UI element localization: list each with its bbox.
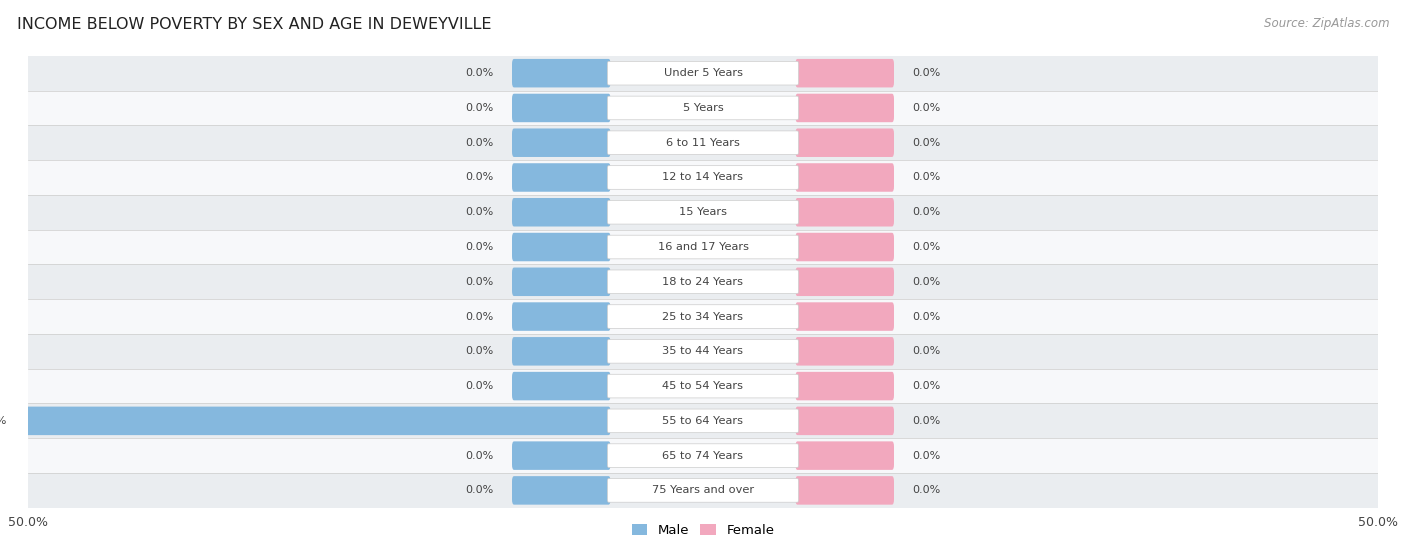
FancyBboxPatch shape xyxy=(607,131,799,155)
Bar xyxy=(28,403,1378,438)
Bar xyxy=(28,126,1378,160)
Bar xyxy=(28,90,1378,126)
Text: 0.0%: 0.0% xyxy=(912,311,941,321)
FancyBboxPatch shape xyxy=(607,444,799,468)
FancyBboxPatch shape xyxy=(512,302,610,331)
FancyBboxPatch shape xyxy=(512,372,610,400)
Bar xyxy=(28,56,1378,90)
Bar xyxy=(28,369,1378,403)
Text: 25 to 34 Years: 25 to 34 Years xyxy=(662,311,744,321)
Text: 0.0%: 0.0% xyxy=(912,347,941,357)
FancyBboxPatch shape xyxy=(512,163,610,192)
Bar xyxy=(28,299,1378,334)
Bar xyxy=(28,264,1378,299)
FancyBboxPatch shape xyxy=(796,163,894,192)
Bar xyxy=(28,160,1378,195)
Text: 18 to 24 Years: 18 to 24 Years xyxy=(662,277,744,287)
Text: 15 Years: 15 Years xyxy=(679,207,727,217)
FancyBboxPatch shape xyxy=(512,233,610,261)
Text: 0.0%: 0.0% xyxy=(465,451,494,460)
FancyBboxPatch shape xyxy=(512,337,610,365)
Text: 0.0%: 0.0% xyxy=(465,381,494,391)
FancyBboxPatch shape xyxy=(796,267,894,296)
Text: Source: ZipAtlas.com: Source: ZipAtlas.com xyxy=(1264,17,1389,30)
FancyBboxPatch shape xyxy=(796,441,894,470)
FancyBboxPatch shape xyxy=(512,94,610,122)
FancyBboxPatch shape xyxy=(512,59,610,88)
Text: 0.0%: 0.0% xyxy=(465,242,494,252)
Text: 0.0%: 0.0% xyxy=(912,381,941,391)
Text: 0.0%: 0.0% xyxy=(912,138,941,148)
Bar xyxy=(28,195,1378,230)
FancyBboxPatch shape xyxy=(607,374,799,398)
FancyBboxPatch shape xyxy=(25,407,610,435)
FancyBboxPatch shape xyxy=(796,233,894,261)
FancyBboxPatch shape xyxy=(512,476,610,504)
Text: 65 to 74 Years: 65 to 74 Years xyxy=(662,451,744,460)
Text: 16 and 17 Years: 16 and 17 Years xyxy=(658,242,748,252)
Text: 0.0%: 0.0% xyxy=(465,103,494,113)
Text: 0.0%: 0.0% xyxy=(465,68,494,78)
Text: 0.0%: 0.0% xyxy=(465,138,494,148)
FancyBboxPatch shape xyxy=(796,94,894,122)
Text: 0.0%: 0.0% xyxy=(912,485,941,496)
Text: 0.0%: 0.0% xyxy=(912,416,941,426)
Text: 0.0%: 0.0% xyxy=(465,485,494,496)
Bar xyxy=(28,230,1378,264)
FancyBboxPatch shape xyxy=(607,166,799,189)
Text: 0.0%: 0.0% xyxy=(912,242,941,252)
FancyBboxPatch shape xyxy=(796,407,894,435)
FancyBboxPatch shape xyxy=(607,479,799,502)
Text: 6 to 11 Years: 6 to 11 Years xyxy=(666,138,740,148)
Text: 0.0%: 0.0% xyxy=(465,277,494,287)
Text: 0.0%: 0.0% xyxy=(912,207,941,217)
Text: Under 5 Years: Under 5 Years xyxy=(664,68,742,78)
Text: 0.0%: 0.0% xyxy=(912,68,941,78)
FancyBboxPatch shape xyxy=(796,128,894,157)
FancyBboxPatch shape xyxy=(796,302,894,331)
Legend: Male, Female: Male, Female xyxy=(626,518,780,542)
FancyBboxPatch shape xyxy=(512,198,610,227)
FancyBboxPatch shape xyxy=(607,96,799,120)
Text: 43.1%: 43.1% xyxy=(0,416,7,426)
Text: 45 to 54 Years: 45 to 54 Years xyxy=(662,381,744,391)
FancyBboxPatch shape xyxy=(512,128,610,157)
FancyBboxPatch shape xyxy=(607,200,799,224)
Text: 12 to 14 Years: 12 to 14 Years xyxy=(662,172,744,182)
FancyBboxPatch shape xyxy=(607,339,799,363)
Text: 0.0%: 0.0% xyxy=(912,103,941,113)
Text: INCOME BELOW POVERTY BY SEX AND AGE IN DEWEYVILLE: INCOME BELOW POVERTY BY SEX AND AGE IN D… xyxy=(17,17,491,32)
FancyBboxPatch shape xyxy=(607,235,799,259)
Text: 0.0%: 0.0% xyxy=(912,172,941,182)
FancyBboxPatch shape xyxy=(607,61,799,85)
Text: 0.0%: 0.0% xyxy=(912,451,941,460)
Text: 0.0%: 0.0% xyxy=(465,172,494,182)
FancyBboxPatch shape xyxy=(607,305,799,328)
Text: 75 Years and over: 75 Years and over xyxy=(652,485,754,496)
FancyBboxPatch shape xyxy=(796,372,894,400)
Text: 0.0%: 0.0% xyxy=(465,207,494,217)
Text: 0.0%: 0.0% xyxy=(465,311,494,321)
FancyBboxPatch shape xyxy=(512,441,610,470)
Bar xyxy=(28,334,1378,369)
FancyBboxPatch shape xyxy=(796,476,894,504)
Bar xyxy=(28,438,1378,473)
FancyBboxPatch shape xyxy=(796,198,894,227)
Text: 35 to 44 Years: 35 to 44 Years xyxy=(662,347,744,357)
Text: 0.0%: 0.0% xyxy=(912,277,941,287)
FancyBboxPatch shape xyxy=(796,337,894,365)
FancyBboxPatch shape xyxy=(607,409,799,432)
Text: 55 to 64 Years: 55 to 64 Years xyxy=(662,416,744,426)
FancyBboxPatch shape xyxy=(512,267,610,296)
Bar xyxy=(28,473,1378,508)
FancyBboxPatch shape xyxy=(607,270,799,294)
FancyBboxPatch shape xyxy=(796,59,894,88)
Text: 5 Years: 5 Years xyxy=(683,103,723,113)
Text: 0.0%: 0.0% xyxy=(465,347,494,357)
